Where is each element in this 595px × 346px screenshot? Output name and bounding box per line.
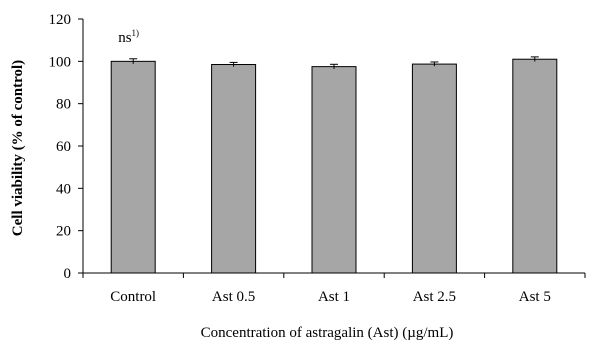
bar: [311, 66, 357, 274]
bar: [211, 64, 257, 274]
x-axis: Control Ast 0.5 Ast 1 Ast 2.5 Ast 5: [82, 272, 586, 305]
x-axis-title: Concentration of astragalin (Ast) (µg/mL…: [201, 325, 454, 341]
y-tick-label: 80: [56, 97, 71, 113]
x-tick-label: Ast 0.5: [212, 289, 255, 305]
bar: [411, 63, 457, 274]
error-bars: [129, 56, 539, 69]
y-tick-label: 60: [56, 139, 71, 155]
y-axis-title: Cell viability (% of control): [10, 60, 26, 236]
bar: [512, 58, 558, 274]
bar: [110, 60, 156, 274]
y-tick-label: 40: [56, 181, 71, 197]
x-tick-label: Ast 1: [318, 289, 350, 305]
x-tick-label: Ast 5: [519, 289, 551, 305]
y-tick-label: 0: [64, 266, 72, 282]
y-tick-label: 120: [49, 12, 72, 28]
annotation-text: ns: [118, 30, 132, 46]
y-axis: 0 20 40 60 80 100 120: [49, 12, 84, 282]
y-tick-label: 20: [56, 224, 71, 240]
annotation-superscript: 1): [132, 28, 140, 38]
significance-annotation: ns1): [118, 28, 139, 46]
y-tick-label: 100: [49, 54, 72, 70]
bars: [110, 58, 558, 274]
x-tick-label: Ast 2.5: [413, 289, 456, 305]
x-tick-label: Control: [110, 289, 156, 305]
